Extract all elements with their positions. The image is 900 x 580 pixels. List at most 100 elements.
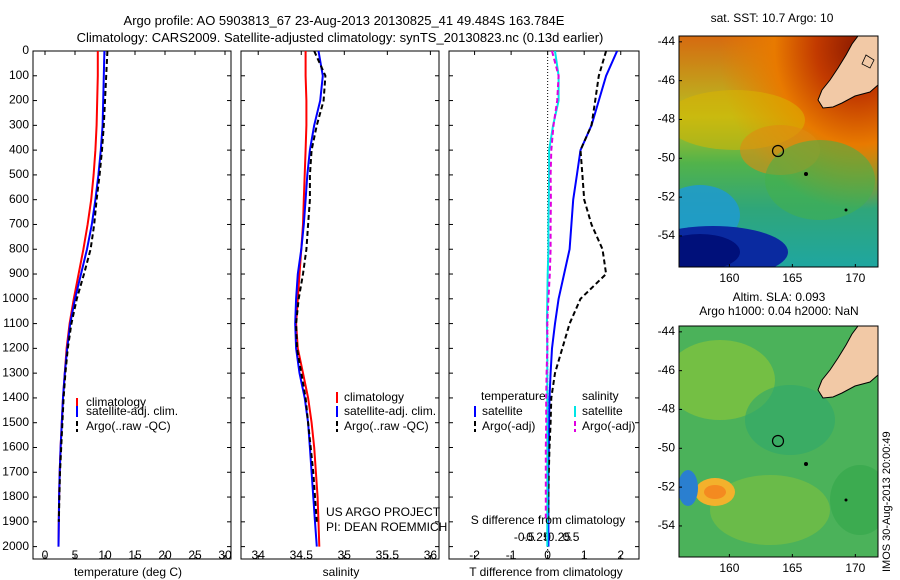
x-tick-label: 0 bbox=[544, 548, 551, 562]
depth-tick-label: 2000 bbox=[2, 539, 29, 553]
sla-map-frame bbox=[678, 325, 879, 558]
salinity-legend: climatology satellite-adj. clim. Argo(..… bbox=[336, 390, 436, 433]
lon-tick-label: 160 bbox=[719, 561, 739, 575]
x-tick-label: -1 bbox=[506, 548, 517, 562]
sla-field-lightgreen-2 bbox=[710, 475, 830, 545]
x-tick-label: 35.5 bbox=[376, 548, 400, 562]
depth-tick-label: 500 bbox=[9, 167, 29, 181]
legend-label-argo: Argo(..raw -QC) bbox=[86, 419, 171, 433]
sla-field-orange-core bbox=[704, 485, 726, 499]
salinity-series bbox=[294, 51, 327, 547]
series-line bbox=[547, 51, 608, 522]
lat-tick-label: -44 bbox=[658, 34, 676, 48]
temperature-legend: climatology satellite-adj. clim. Argo(..… bbox=[76, 395, 178, 433]
salinity-panel: 34 34.5 35 35.5 36 salinity climatology sate… bbox=[240, 50, 447, 579]
legend-label-climatology: climatology bbox=[344, 390, 404, 404]
x-tick-label: -2 bbox=[469, 548, 480, 562]
temperature-panel: 0100200300400500600700800900100011001200… bbox=[2, 43, 232, 579]
depth-tick-label: 1100 bbox=[3, 316, 29, 330]
credit-pi: PI: DEAN ROEMMICH bbox=[326, 520, 447, 534]
difference-legend: temperature satellite Argo(-adj) salinit… bbox=[474, 389, 635, 433]
depth-tick-label: 300 bbox=[9, 118, 29, 132]
credit-project: US ARGO PROJECT bbox=[326, 505, 441, 519]
salinity-x-tick-labels: 34 34.5 35 35.5 36 bbox=[252, 51, 438, 562]
x-tick-label: 1 bbox=[581, 548, 588, 562]
series-line bbox=[544, 51, 560, 522]
series-line bbox=[57, 51, 109, 522]
sla-map-title-line2: Argo h1000: 0.04 h2000: NaN bbox=[699, 304, 858, 318]
sla-field-darkgreen-patch bbox=[830, 465, 878, 535]
argo-position-marker bbox=[771, 144, 785, 158]
salinity-plot-frame bbox=[240, 50, 440, 560]
sst-field-coldest-core bbox=[679, 234, 740, 267]
land-new-zealand bbox=[817, 326, 878, 399]
depth-tick-label: 200 bbox=[9, 93, 29, 107]
legend-label-s-argo: Argo(-adj) bbox=[582, 419, 635, 433]
x-tick-label: 36 bbox=[424, 548, 438, 562]
x-tick-label: 20 bbox=[158, 548, 172, 562]
depth-tick-label: 600 bbox=[9, 192, 29, 206]
x-tick-label: 34.5 bbox=[290, 548, 314, 562]
depth-tick-label: 1900 bbox=[2, 514, 29, 528]
sla-field-lightgreen-1 bbox=[679, 340, 775, 420]
sst-map-lat-labels: -44 -46 -48 -50 -52 -54 bbox=[658, 34, 682, 242]
depth-tick-label: 400 bbox=[9, 142, 29, 156]
land-island bbox=[861, 54, 875, 69]
lat-tick-label: -46 bbox=[658, 363, 676, 377]
sla-map-title-line1: Altim. SLA: 0.093 bbox=[733, 290, 826, 304]
salinity-xlabel: salinity bbox=[323, 565, 360, 579]
difference-plot-frame bbox=[448, 50, 640, 560]
s-tick-label: -0.25 bbox=[522, 530, 550, 544]
lat-tick-label: -50 bbox=[658, 150, 676, 164]
argo-position-marker bbox=[771, 434, 785, 448]
lat-tick-label: -48 bbox=[658, 112, 676, 126]
x-tick-label: 15 bbox=[128, 548, 142, 562]
lon-tick-label: 165 bbox=[782, 271, 802, 285]
auckland-islands-marker bbox=[804, 172, 808, 176]
depth-tick-label: 1600 bbox=[2, 440, 29, 454]
s-tick-label: -0.5 bbox=[514, 530, 535, 544]
depth-tick-labels: 0 100 200 300 400 500 600 700 800 900 1000 1100 1200… bbox=[2, 43, 231, 553]
legend-title-temperature: temperature bbox=[481, 389, 546, 403]
x-tick-label: 0 bbox=[42, 548, 49, 562]
legend-label-t-argo: Argo(-adj) bbox=[482, 419, 535, 433]
legend-label-argo: Argo(..raw -QC) bbox=[344, 419, 429, 433]
campbell-island-marker bbox=[844, 498, 848, 502]
x-tick-label: 5 bbox=[72, 548, 79, 562]
lat-tick-label: -52 bbox=[658, 479, 676, 493]
lat-tick-label: -48 bbox=[658, 402, 676, 416]
lat-tick-label: -46 bbox=[658, 73, 676, 87]
difference-y-ticks bbox=[449, 50, 639, 548]
depth-tick-label: 700 bbox=[9, 217, 29, 231]
sst-map-lon-labels: 160 165 170 bbox=[719, 264, 866, 285]
depth-tick-label: 0 bbox=[22, 43, 29, 57]
t-difference-label: T difference from climatology bbox=[469, 565, 623, 579]
depth-tick-label: 1200 bbox=[2, 341, 29, 355]
legend-label-s-satellite: satellite bbox=[582, 404, 623, 418]
sla-map-lon-labels: 160 165 170 bbox=[719, 554, 866, 575]
sst-map-title: sat. SST: 10.7 Argo: 10 bbox=[711, 11, 834, 25]
legend-label-t-satellite: satellite bbox=[482, 404, 523, 418]
t-difference-tick-labels: -2 -1 0 1 2 bbox=[469, 51, 624, 562]
depth-tick-label: 1700 bbox=[2, 464, 29, 478]
s-tick-label: 0.5 bbox=[563, 530, 580, 544]
sla-map-lat-labels: -44 -46 -48 -50 -52 -54 bbox=[658, 324, 682, 532]
difference-panel: -2 -1 0 1 2 -0.5-0.25 0 0.250.5 S difference f… bbox=[448, 50, 640, 579]
x-tick-label: 34 bbox=[252, 548, 266, 562]
temperature-series bbox=[57, 51, 109, 547]
temperature-xlabel: temperature (deg C) bbox=[74, 565, 182, 579]
legend-label-satellite: satellite-adj. clim. bbox=[344, 404, 436, 418]
salinity-y-ticks bbox=[241, 50, 439, 548]
depth-tick-label: 1000 bbox=[2, 291, 29, 305]
legend-title-salinity: salinity bbox=[582, 389, 619, 403]
auckland-islands-marker bbox=[804, 462, 808, 466]
lat-tick-label: -44 bbox=[658, 324, 676, 338]
lat-tick-label: -52 bbox=[658, 189, 676, 203]
s-tick-label: 0.25 bbox=[548, 530, 572, 544]
lon-tick-label: 170 bbox=[845, 561, 865, 575]
sla-field-teal-patch bbox=[745, 385, 835, 455]
sst-map-frame bbox=[678, 35, 879, 268]
campbell-island-marker bbox=[844, 208, 848, 212]
depth-tick-label: 1500 bbox=[2, 415, 29, 429]
